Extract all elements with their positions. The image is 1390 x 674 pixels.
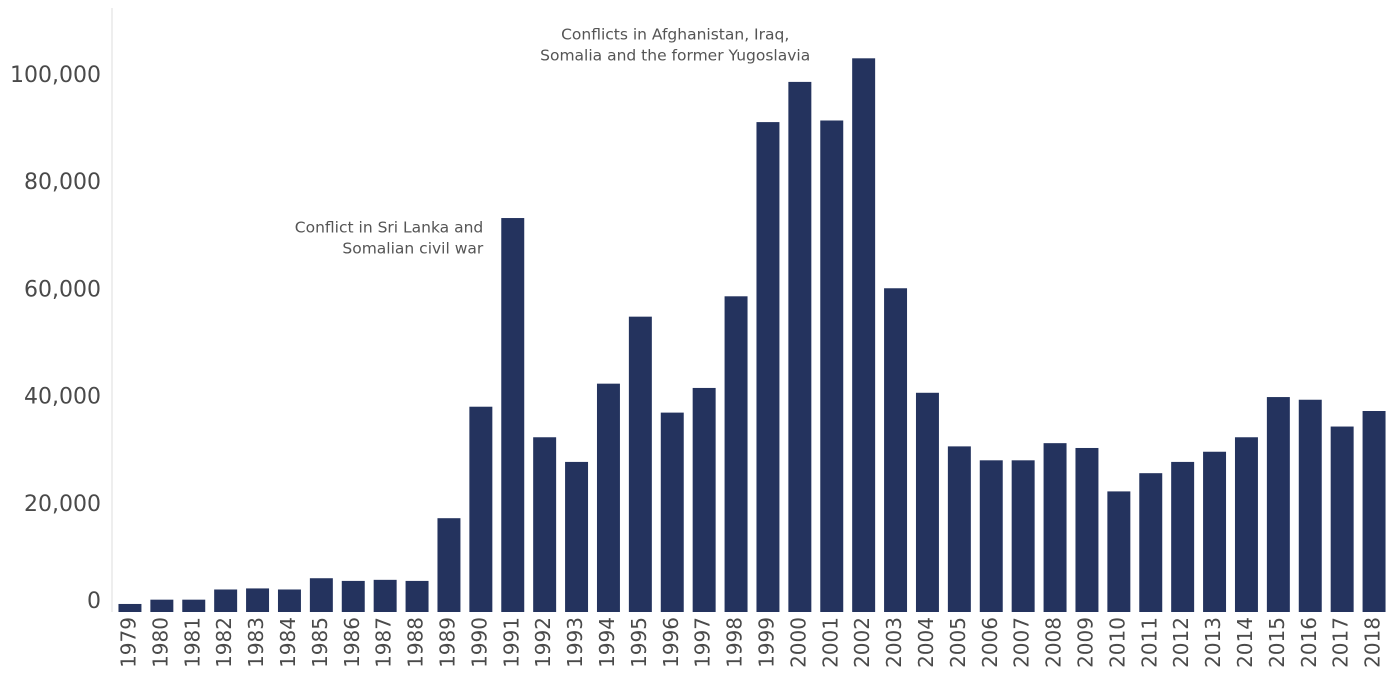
x-tick-label: 1988 <box>404 617 428 668</box>
x-tick-label: 1981 <box>180 617 204 668</box>
bar-2002 <box>852 58 876 613</box>
bar-2007 <box>1011 460 1035 612</box>
x-tick-label: 1992 <box>531 617 555 668</box>
annotations: Conflict in Sri Lanka and Somalian civil … <box>295 26 810 258</box>
x-tick-label: 1982 <box>212 617 236 668</box>
bar-1997 <box>692 387 716 612</box>
x-tick-label: 2001 <box>818 617 842 668</box>
x-tick-label: 2012 <box>1169 617 1193 668</box>
x-tick-label: 2000 <box>786 617 810 668</box>
annotation-sri-lanka-line: Conflict in Sri Lanka and <box>295 219 483 237</box>
x-tick-label: 1985 <box>308 617 332 668</box>
bar-1999 <box>756 122 780 612</box>
x-tick-label: 1986 <box>340 617 364 668</box>
y-tick-label: 40,000 <box>24 385 101 410</box>
x-tick-label: 2014 <box>1233 617 1257 668</box>
bar-2016 <box>1298 399 1322 612</box>
x-tick-label: 2004 <box>914 617 938 668</box>
bar-1991 <box>501 218 525 613</box>
bar-2011 <box>1139 473 1163 612</box>
x-tick-label: 1996 <box>659 617 683 668</box>
x-tick-label: 2016 <box>1297 617 1321 668</box>
y-tick-label: 0 <box>87 589 101 614</box>
bar-1979 <box>118 603 142 612</box>
x-tick-label: 2002 <box>850 617 874 668</box>
bar-2006 <box>979 460 1003 612</box>
x-tick-label: 2003 <box>882 617 906 668</box>
bar-1980 <box>150 599 174 612</box>
bar-2015 <box>1266 397 1290 612</box>
x-tick-label: 2013 <box>1201 617 1225 668</box>
bar-1985 <box>309 578 333 612</box>
bar-2008 <box>1043 443 1067 612</box>
bar-1981 <box>182 599 206 612</box>
y-tick-label: 80,000 <box>24 170 101 195</box>
x-tick-label: 1990 <box>467 617 491 668</box>
x-tick-label: 2006 <box>978 617 1002 668</box>
bar-1993 <box>565 461 589 612</box>
x-tick-label: 2011 <box>1137 617 1161 668</box>
x-tick-label: 2010 <box>1105 617 1129 668</box>
bar-2009 <box>1075 447 1099 612</box>
bar-2010 <box>1107 491 1131 612</box>
bars <box>118 58 1386 613</box>
x-tick-label: 1989 <box>435 617 459 668</box>
y-tick-label: 100,000 <box>10 63 101 88</box>
bar-2018 <box>1362 411 1386 612</box>
x-tick-label: 1980 <box>148 617 172 668</box>
x-tick-label: 1998 <box>723 617 747 668</box>
x-tick-label: 2017 <box>1329 617 1353 668</box>
x-tick-label: 2005 <box>946 617 970 668</box>
x-axis-ticks: 1979 1980 1981 1982 1983 1984 1985 1986 1987 1988… <box>116 617 1384 668</box>
bar-2000 <box>788 81 812 612</box>
bar-1994 <box>596 383 620 612</box>
y-tick-label: 20,000 <box>24 492 101 517</box>
bar-2005 <box>947 446 971 612</box>
bar-1998 <box>724 296 748 612</box>
bar-2004 <box>915 392 939 612</box>
y-tick-label: 60,000 <box>24 277 101 302</box>
bar-1996 <box>660 412 684 612</box>
bar-1986 <box>341 580 365 612</box>
x-tick-label: 1991 <box>499 617 523 668</box>
x-tick-label: 2018 <box>1361 617 1385 668</box>
bar-2013 <box>1203 451 1227 612</box>
bar-1988 <box>405 580 429 612</box>
annotation-afghanistan-line: Somalia and the former Yugoslavia <box>540 47 810 65</box>
bar-1990 <box>469 406 493 612</box>
x-tick-label: 2008 <box>1042 617 1066 668</box>
bar-2001 <box>820 120 844 613</box>
bar-1982 <box>214 589 238 612</box>
bar-2003 <box>884 288 908 612</box>
x-tick-label: 2007 <box>1010 617 1034 668</box>
y-axis-ticks: 0 20,000 40,000 60,000 80,000 100,000 <box>10 63 101 614</box>
annotation-sri-lanka-line: Somalian civil war <box>342 240 483 258</box>
x-tick-label: 1993 <box>563 617 587 668</box>
x-tick-label: 1995 <box>627 617 651 668</box>
x-tick-label: 1984 <box>276 617 300 668</box>
bar-1995 <box>628 316 652 612</box>
bar-2017 <box>1330 426 1354 612</box>
bar-1984 <box>277 589 301 612</box>
annotation-afghanistan-line: Conflicts in Afghanistan, Iraq, <box>561 26 789 44</box>
x-tick-label: 1987 <box>372 617 396 668</box>
x-tick-label: 1979 <box>116 617 140 668</box>
bar-1992 <box>533 437 557 612</box>
x-tick-label: 2009 <box>1073 617 1097 668</box>
x-tick-label: 1997 <box>691 617 715 668</box>
bar-1983 <box>246 588 270 612</box>
x-tick-label: 1983 <box>244 617 268 668</box>
x-tick-label: 1994 <box>595 617 619 668</box>
x-tick-label: 2015 <box>1265 617 1289 668</box>
bar-1989 <box>437 518 461 612</box>
bar-1987 <box>373 579 397 612</box>
bar-2014 <box>1234 437 1258 612</box>
bar-2012 <box>1171 461 1195 612</box>
x-tick-label: 1999 <box>754 617 778 668</box>
